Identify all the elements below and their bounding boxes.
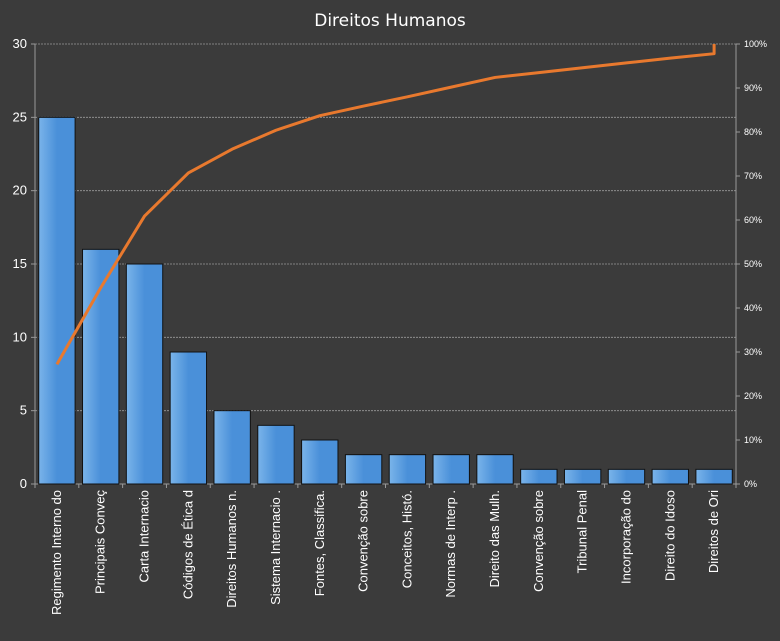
bar (301, 439, 339, 485)
category-label: Direito do Idoso (662, 490, 677, 581)
y2-tick-label: 90% (744, 83, 762, 93)
category-label: Direitos de Ori (706, 490, 721, 573)
bar (38, 116, 76, 485)
bar (432, 454, 470, 485)
bar (651, 468, 689, 485)
y2-tick-label: 60% (744, 215, 762, 225)
bar (257, 424, 295, 485)
bars (38, 116, 733, 485)
y-tick-label: 25 (13, 109, 27, 124)
bar (388, 454, 427, 485)
category-label: Direitos Humanos n. (224, 490, 239, 608)
category-label: Códigos de Ética d (180, 490, 195, 599)
y2-tick-label: 10% (744, 435, 762, 445)
y-tick-label: 10 (13, 329, 27, 344)
y-tick-label: 0 (20, 476, 27, 491)
y2-axis-ticks: 0% 10% 20% 30% 40% 50% 60% 70% 80% 90% 100% (744, 39, 767, 489)
y2-tick-label: 50% (744, 259, 762, 269)
y2-tick-label: 80% (744, 127, 762, 137)
cumulative-line (55, 44, 716, 366)
y2-tick-label: 30% (744, 347, 762, 357)
category-label: Convenção sobre (356, 490, 371, 592)
chart-title: Direitos Humanos (314, 11, 466, 31)
category-label: Tribunal Penal (575, 490, 590, 573)
y-tick-label: 5 (20, 403, 27, 418)
y-axis-ticks: 0 5 10 15 20 25 30 (13, 36, 27, 491)
category-label: Sistema Internacio . (268, 490, 283, 605)
bar (213, 410, 251, 485)
category-label: Direito das Mulh. (487, 490, 502, 588)
bar (82, 248, 120, 485)
category-label: Convenção sobre (531, 490, 546, 592)
bar (520, 468, 558, 485)
category-label: Incorporação do (618, 490, 633, 584)
category-label: Regimento Interno do (49, 490, 64, 615)
category-label: Carta Internacio (137, 490, 152, 583)
bar (695, 468, 733, 485)
category-label: Conceitos, Histó. (399, 490, 414, 588)
category-label: Fontes, Classifica. (312, 490, 327, 596)
bar (563, 468, 602, 485)
bar (607, 468, 646, 485)
y-tick-label: 15 (13, 256, 27, 271)
x-axis-categories: Regimento Interno do Principais Conveç Car… (49, 490, 721, 616)
bar (169, 351, 208, 485)
category-label: Principais Conveç (93, 490, 108, 595)
y-tick-label: 30 (13, 36, 27, 51)
y2-tick-label: 100% (744, 39, 767, 49)
y2-tick-label: 70% (744, 171, 762, 181)
category-label: Normas de Interp . (443, 490, 458, 598)
y2-tick-label: 0% (744, 479, 757, 489)
y2-tick-label: 20% (744, 391, 762, 401)
y2-tick-label: 40% (744, 303, 762, 313)
bar (344, 454, 383, 485)
bar (125, 263, 164, 485)
y-tick-label: 20 (13, 183, 27, 198)
bar (476, 454, 514, 485)
